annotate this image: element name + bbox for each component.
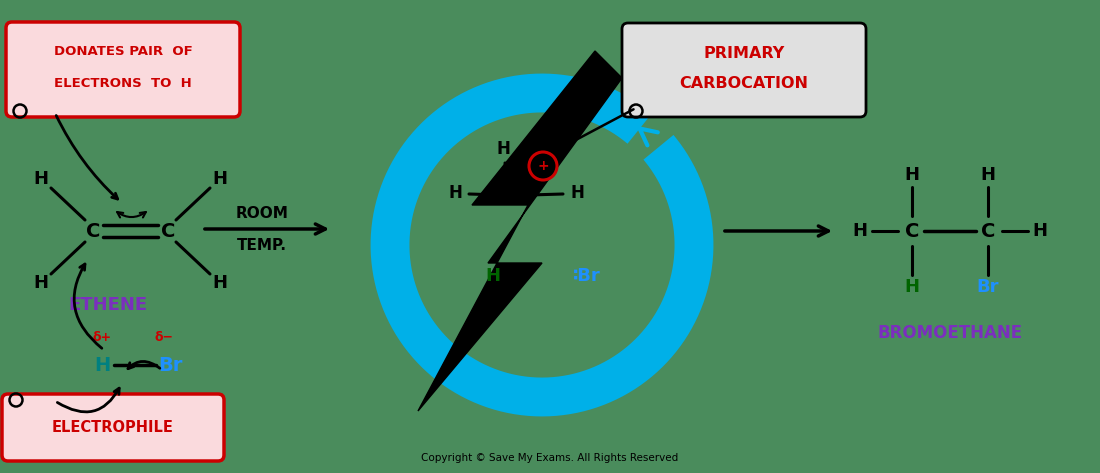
FancyBboxPatch shape	[621, 23, 866, 117]
Text: Br: Br	[977, 278, 999, 296]
Text: ELECTRONS  TO  H: ELECTRONS TO H	[54, 77, 191, 89]
Text: C: C	[86, 221, 100, 240]
Text: H: H	[980, 166, 996, 184]
Text: ETHENE: ETHENE	[68, 296, 147, 314]
Text: C: C	[905, 221, 920, 240]
Text: C: C	[161, 221, 175, 240]
Text: DONATES PAIR  OF: DONATES PAIR OF	[54, 44, 192, 58]
Text: ELECTROPHILE: ELECTROPHILE	[52, 420, 174, 435]
Text: TEMP.: TEMP.	[236, 237, 287, 253]
Text: H: H	[33, 274, 48, 292]
Text: H: H	[212, 170, 228, 188]
Text: H: H	[570, 184, 584, 202]
Text: CARBOCATION: CARBOCATION	[680, 76, 808, 90]
FancyBboxPatch shape	[2, 394, 224, 461]
Text: C: C	[508, 184, 521, 202]
Text: +: +	[537, 159, 549, 173]
Text: PRIMARY: PRIMARY	[703, 45, 784, 61]
Text: BROMOETHANE: BROMOETHANE	[878, 324, 1023, 342]
Text: H: H	[852, 222, 868, 240]
Text: H: H	[904, 278, 920, 296]
FancyBboxPatch shape	[6, 22, 240, 117]
Text: ∶Br: ∶Br	[573, 267, 601, 285]
Text: H: H	[212, 274, 228, 292]
Text: Copyright © Save My Exams. All Rights Reserved: Copyright © Save My Exams. All Rights Re…	[421, 453, 679, 463]
Text: H: H	[94, 356, 110, 375]
Text: H: H	[904, 166, 920, 184]
Text: H: H	[33, 170, 48, 188]
Text: H: H	[485, 267, 501, 285]
Text: C: C	[981, 221, 996, 240]
Text: δ+: δ+	[92, 331, 111, 343]
Text: δ−: δ−	[154, 331, 174, 343]
Text: H: H	[496, 140, 510, 158]
Text: ROOM: ROOM	[235, 205, 288, 220]
Polygon shape	[418, 51, 622, 411]
Text: H: H	[448, 184, 462, 202]
Text: Br: Br	[157, 356, 183, 375]
Text: H: H	[1033, 222, 1047, 240]
